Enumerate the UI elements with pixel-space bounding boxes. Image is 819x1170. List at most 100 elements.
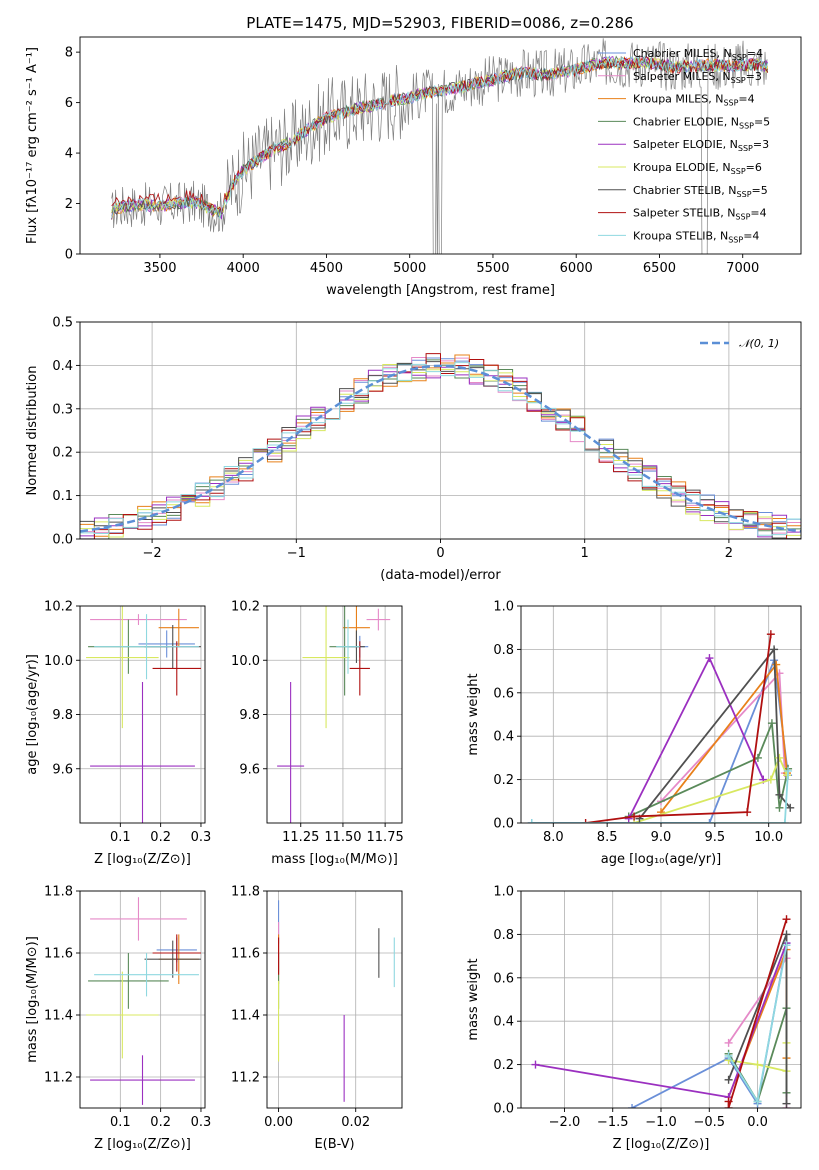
- x-tick-label: 0.1: [110, 1115, 131, 1130]
- residual-histogram-8: [80, 362, 801, 536]
- y-tick-label: 9.8: [239, 708, 260, 723]
- x-tick-label: 8.5: [597, 830, 618, 845]
- y-tick-label: 0.0: [493, 1102, 514, 1117]
- y-tick-label: 0.0: [52, 533, 73, 548]
- x-tick-label: 1: [581, 546, 589, 561]
- axes-age-vs-z: 0.1 0.2 0.3 9.6 9.8 10.0 10.2 Z [log₁₀(Z/Z⊙)] ag…: [25, 600, 212, 868]
- x-tick-label: 0.02: [341, 1115, 370, 1130]
- spectrum-legend: Chabrier MILES, NSSP=4 Salpeter MILES, NS…: [598, 47, 770, 244]
- plot-area: [531, 915, 791, 1108]
- legend-entry: 𝒩(0, 1): [739, 337, 779, 350]
- y-axis-label: age [log₁₀(age/yr)]: [25, 654, 40, 775]
- y-tick-label: 6: [65, 96, 73, 111]
- x-axis-label: Z [log₁₀(Z/Z⊙)]: [613, 1137, 710, 1152]
- x-tick-label: 5000: [393, 261, 426, 276]
- x-tick-label: 3500: [143, 261, 176, 276]
- x-tick-label: 0.3: [191, 1115, 212, 1130]
- legend-entry: Chabrier MILES, NSSP=4: [633, 47, 763, 62]
- y-tick-label: 11.6: [44, 947, 73, 962]
- x-axis-label: Z [log₁₀(Z/Z⊙)]: [94, 1137, 191, 1152]
- x-tick-label: 0.1: [110, 830, 131, 845]
- x-axis-label: (data-model)/error: [380, 568, 501, 583]
- x-tick-label: 0: [436, 546, 444, 561]
- y-axis-label: Normed distribution: [25, 366, 40, 496]
- y-tick-label: 0.4: [493, 730, 514, 745]
- x-tick-label: 0.0: [747, 1115, 768, 1130]
- axes-frame: [79, 890, 206, 1109]
- grid: [267, 890, 402, 1108]
- plot-area: [86, 897, 201, 1105]
- y-tick-label: 0.0: [493, 817, 514, 832]
- y-tick-label: 0.8: [493, 928, 514, 943]
- y-tick-label: 0.6: [493, 686, 514, 701]
- legend-entry: Chabrier ELODIE, NSSP=5: [633, 115, 770, 130]
- residual-histogram-7: [80, 353, 801, 539]
- y-tick-label: 0.2: [493, 1058, 514, 1073]
- y-tick-label: 9.6: [52, 762, 73, 777]
- y-tick-label: 9.8: [52, 708, 73, 723]
- y-tick-label: 0: [65, 248, 73, 263]
- y-tick-label: 9.6: [239, 762, 260, 777]
- x-tick-label: −1: [287, 546, 306, 561]
- x-axis-label: Z [log₁₀(Z/Z⊙)]: [94, 852, 191, 867]
- x-tick-label: 5500: [476, 261, 509, 276]
- x-tick-label: 0.2: [150, 1115, 171, 1130]
- x-tick-label: 9.5: [705, 830, 726, 845]
- axes-frame: [79, 36, 802, 255]
- y-tick-label: 4: [65, 147, 73, 162]
- y-tick-label: 10.2: [44, 600, 73, 615]
- y-tick-label: 10.0: [44, 654, 73, 669]
- x-tick-label: 11.50: [324, 830, 361, 845]
- x-tick-label: 0.3: [191, 830, 212, 845]
- y-axis-label: mass weight: [466, 673, 481, 755]
- y-tick-label: 0.1: [52, 489, 73, 504]
- legend-entry: Kroupa STELIB, NSSP=4: [633, 229, 759, 244]
- x-tick-label: 6000: [560, 261, 593, 276]
- x-tick-label: 4500: [310, 261, 343, 276]
- x-tick-label: 11.25: [282, 830, 319, 845]
- x-tick-label: −1.0: [645, 1115, 677, 1130]
- weight-line-6: [638, 646, 791, 820]
- figure-title: PLATE=1475, MJD=52903, FIBERID=0086, z=0…: [246, 14, 633, 32]
- x-tick-label: 2: [725, 546, 733, 561]
- legend-entry: Chabrier STELIB, NSSP=5: [633, 184, 768, 199]
- legend-entry: Salpeter MILES, NSSP=3: [633, 70, 762, 85]
- y-tick-label: 11.4: [231, 1009, 260, 1024]
- x-tick-label: 0.00: [264, 1115, 293, 1130]
- plot-area: [86, 606, 201, 823]
- legend-entry: Kroupa MILES, NSSP=4: [633, 93, 755, 108]
- x-tick-label: 8.0: [543, 830, 564, 845]
- y-axis-label: mass [log₁₀(M/M⊙)]: [25, 936, 40, 1063]
- y-axis-label: mass weight: [466, 958, 481, 1040]
- y-tick-label: 0.3: [52, 402, 73, 417]
- axes-mass-vs-ebv: 0.00 0.02 11.2 11.4 11.6 11.8 E(B-V): [231, 885, 403, 1152]
- axes-weight-vs-z: −2.0 −1.5 −1.0 −0.5 0.0 0.0 0.2 0.4 0.6 0.8 1.0 Z […: [466, 885, 802, 1152]
- y-tick-label: 10.2: [231, 600, 260, 615]
- axes-residuals: −2 −1 0 1 2 0.0 0.1 0.2 0.3 0.4 0.5 (data-model)/er…: [25, 316, 802, 583]
- axes-frame: [266, 890, 403, 1109]
- x-tick-label: 7000: [726, 261, 759, 276]
- y-tick-label: 0.4: [493, 1015, 514, 1030]
- y-tick-label: 11.2: [44, 1071, 73, 1086]
- plot-area: [527, 630, 795, 823]
- y-tick-label: 11.4: [44, 1009, 73, 1024]
- x-tick-label: −2: [143, 546, 162, 561]
- y-tick-label: 2: [65, 197, 73, 212]
- plot-area: [111, 38, 769, 254]
- y-tick-label: 1.0: [493, 885, 514, 900]
- weight-line-5: [633, 755, 788, 823]
- x-tick-label: −2.0: [549, 1115, 581, 1130]
- observed-spectrum: [111, 38, 768, 254]
- legend-entry: Salpeter STELIB, NSSP=4: [633, 207, 767, 222]
- x-tick-label: 0.2: [150, 830, 171, 845]
- axes-mass-vs-z: 0.1 0.2 0.3 11.2 11.4 11.6 11.8 Z [log₁₀(Z/Z⊙)]…: [25, 885, 211, 1153]
- weight-line-8: [531, 770, 789, 823]
- x-tick-label: 11.75: [367, 830, 404, 845]
- x-tick-label: 6500: [643, 261, 676, 276]
- x-axis-label: wavelength [Angstrom, rest frame]: [326, 283, 555, 298]
- y-tick-label: 0.6: [493, 971, 514, 986]
- plot-area: [80, 353, 801, 539]
- x-tick-label: 4000: [227, 261, 260, 276]
- plot-area: [278, 900, 395, 1102]
